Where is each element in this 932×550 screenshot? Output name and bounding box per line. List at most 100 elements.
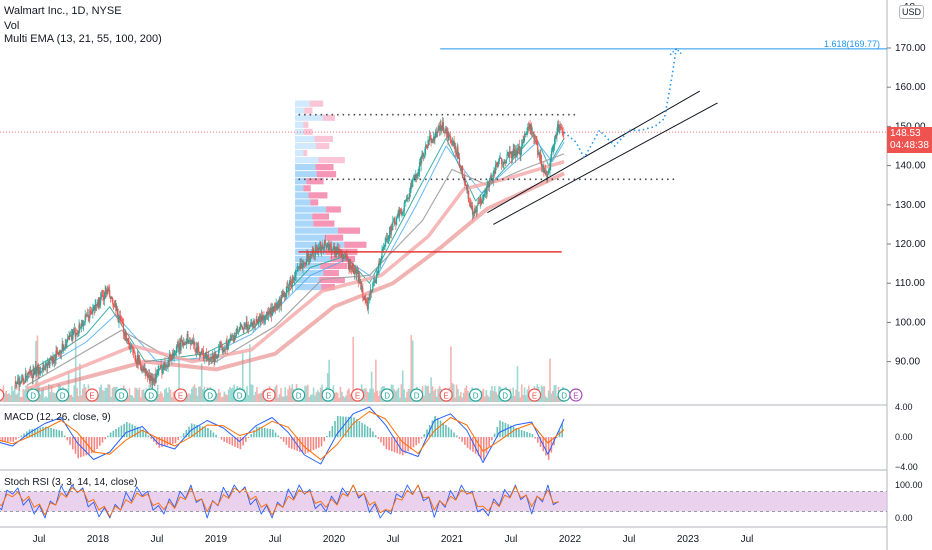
candle-body bbox=[135, 362, 138, 364]
candle-body bbox=[49, 358, 51, 366]
candle-body bbox=[309, 259, 311, 260]
earnings-marker[interactable]: E bbox=[439, 388, 453, 402]
candle-body bbox=[382, 249, 384, 250]
dividend-marker[interactable]: D bbox=[203, 388, 217, 402]
dividend-marker[interactable]: D bbox=[144, 388, 158, 402]
candle-body bbox=[304, 263, 306, 265]
macd-histogram-bar bbox=[7, 437, 9, 442]
stoch-rsi-legend[interactable]: Stoch RSI (3, 3, 14, 14, close) bbox=[4, 477, 138, 488]
dividend-marker[interactable]: D bbox=[321, 388, 335, 402]
volume-bar bbox=[169, 389, 172, 402]
candle-body bbox=[261, 315, 263, 322]
candle-body bbox=[459, 165, 461, 168]
macd-histogram-bar bbox=[261, 427, 263, 438]
macd-histogram-bar bbox=[112, 430, 115, 438]
drawings[interactable] bbox=[0, 47, 887, 253]
candle-body bbox=[74, 328, 76, 337]
macd-histogram-bar bbox=[334, 421, 336, 438]
price-tick-label: 170.00 bbox=[895, 43, 926, 54]
macd-histogram-bar bbox=[23, 433, 25, 438]
candle-body bbox=[239, 326, 241, 329]
earnings-marker[interactable]: E bbox=[527, 388, 542, 402]
macd-legend[interactable]: MACD (12, 26, close, 9) bbox=[4, 412, 111, 423]
ema-legend[interactable]: Multi EMA (13, 21, 55, 100, 200) bbox=[4, 33, 162, 45]
dividend-marker[interactable]: D bbox=[469, 388, 483, 402]
volume-bar bbox=[260, 392, 262, 402]
dividend-marker[interactable]: D bbox=[410, 388, 424, 402]
macd-histogram-bar bbox=[34, 428, 36, 438]
candle-body bbox=[53, 357, 55, 363]
candle-body bbox=[465, 184, 467, 186]
upcoming-earnings-marker[interactable]: E bbox=[569, 388, 583, 402]
candle-body bbox=[487, 183, 489, 187]
dividend-marker[interactable]: D bbox=[498, 388, 512, 402]
candle-body bbox=[461, 165, 464, 178]
volume-bar bbox=[363, 388, 366, 402]
candle-body bbox=[271, 307, 273, 316]
volume-bar bbox=[178, 351, 180, 402]
candle-body bbox=[483, 194, 485, 198]
candle-body bbox=[188, 340, 191, 341]
candle-body bbox=[290, 284, 293, 288]
volume-bar bbox=[168, 387, 170, 402]
macd-histogram-bar bbox=[423, 434, 426, 438]
earnings-marker[interactable]: E bbox=[0, 388, 5, 402]
currency-badge[interactable]: USD bbox=[899, 5, 925, 19]
volume-bar bbox=[512, 387, 515, 402]
time-tick-label: Jul bbox=[151, 534, 164, 545]
candle-body bbox=[46, 363, 48, 369]
dividend-marker[interactable]: D bbox=[557, 388, 571, 402]
marker-letter: E bbox=[89, 392, 94, 401]
marker-circle bbox=[262, 388, 276, 402]
volume-bar bbox=[430, 377, 432, 402]
volume-bar bbox=[345, 395, 347, 402]
macd-histogram-bar bbox=[104, 437, 106, 440]
volume-legend[interactable]: Vol bbox=[4, 20, 20, 32]
macd-histogram-bar bbox=[98, 437, 101, 446]
earnings-marker[interactable]: E bbox=[85, 388, 99, 402]
earnings-marker[interactable]: E bbox=[174, 388, 188, 402]
macd-histogram-bar bbox=[512, 426, 515, 438]
dividend-marker[interactable]: D bbox=[233, 388, 247, 402]
candle-body bbox=[356, 273, 358, 275]
candle-body bbox=[511, 152, 514, 159]
candle-body bbox=[63, 348, 65, 351]
candle-body bbox=[273, 306, 275, 312]
candle-body bbox=[416, 174, 418, 179]
candle-body bbox=[310, 254, 312, 260]
event-markers[interactable]: DEDDEDDEDDEDDEDDEDDEDE bbox=[0, 388, 583, 402]
volume-bar bbox=[12, 390, 15, 402]
dividend-marker[interactable]: D bbox=[114, 388, 129, 402]
candle-body bbox=[41, 369, 43, 372]
macd-histogram-bar bbox=[328, 431, 331, 438]
candle-body bbox=[214, 352, 216, 362]
dividend-marker[interactable]: D bbox=[380, 388, 394, 402]
volume-bar bbox=[190, 388, 193, 402]
earnings-marker[interactable]: E bbox=[351, 388, 365, 402]
candle-body bbox=[504, 161, 507, 164]
candle-body bbox=[462, 177, 464, 179]
earnings-marker[interactable]: E bbox=[262, 388, 276, 402]
candle-body bbox=[99, 297, 102, 306]
candle-body bbox=[350, 269, 352, 270]
candle-body bbox=[105, 290, 107, 294]
volume-profile-down bbox=[316, 142, 330, 150]
volume-profile-up bbox=[295, 149, 304, 157]
candle-body bbox=[175, 352, 177, 354]
candle-body bbox=[433, 137, 435, 140]
dividend-marker[interactable]: D bbox=[292, 388, 306, 402]
candle-body bbox=[90, 311, 92, 314]
candle-body bbox=[491, 174, 493, 181]
dividend-marker[interactable]: D bbox=[55, 388, 70, 402]
candle-body bbox=[430, 138, 432, 143]
volume-bar bbox=[198, 386, 200, 402]
symbol-header[interactable]: Walmart Inc., 1D, NYSE bbox=[4, 5, 122, 17]
candle-body bbox=[401, 212, 403, 214]
volume-bar bbox=[16, 393, 19, 402]
macd-histogram-bar bbox=[74, 437, 77, 454]
candle-body bbox=[227, 345, 229, 349]
volume-bar bbox=[427, 385, 430, 402]
dividend-marker[interactable]: D bbox=[26, 388, 40, 402]
candle-body bbox=[509, 151, 511, 154]
